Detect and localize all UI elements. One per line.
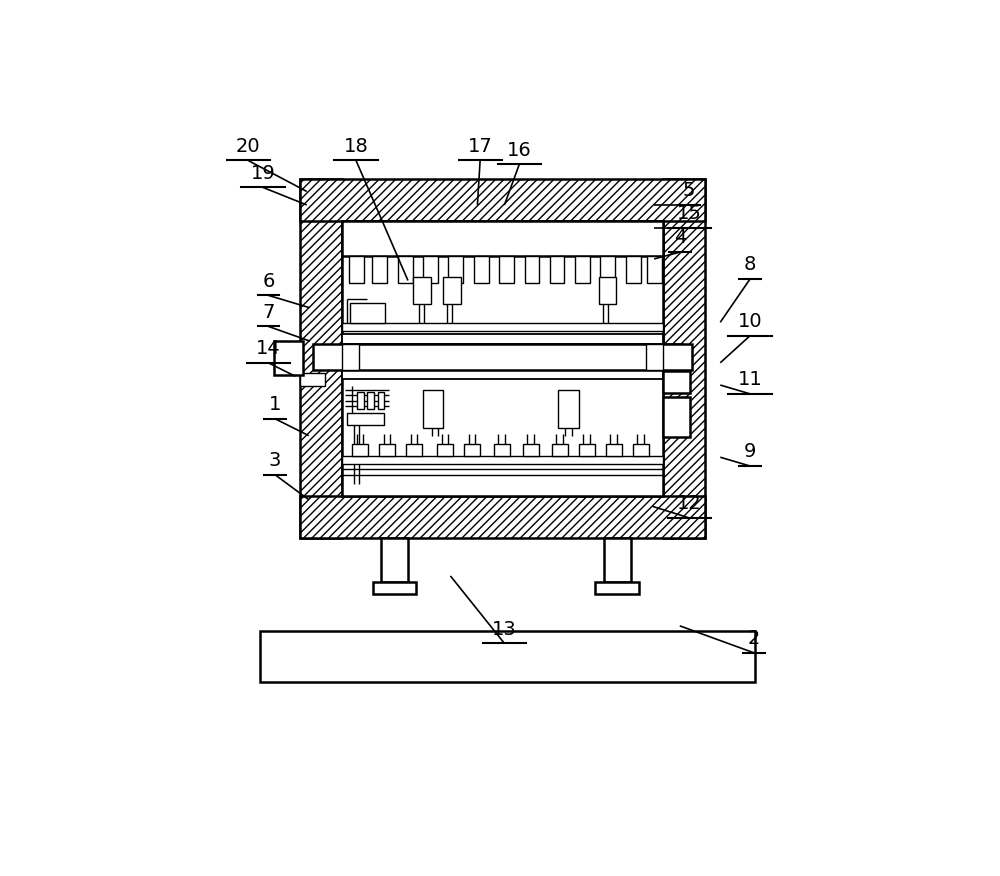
Bar xyxy=(423,256,438,283)
Bar xyxy=(379,444,395,456)
Bar xyxy=(423,391,443,427)
Bar xyxy=(342,456,663,464)
Bar xyxy=(300,180,705,221)
Text: 11: 11 xyxy=(738,370,762,389)
Bar xyxy=(558,391,579,427)
Bar xyxy=(406,444,422,456)
Bar xyxy=(378,392,384,409)
Bar xyxy=(448,256,463,283)
Bar xyxy=(357,392,364,409)
Bar xyxy=(599,277,616,304)
Bar xyxy=(347,413,384,425)
Text: 6: 6 xyxy=(262,272,275,291)
Bar xyxy=(633,444,649,456)
Bar xyxy=(349,256,364,283)
Bar xyxy=(342,370,663,379)
Text: 16: 16 xyxy=(507,141,532,159)
Bar xyxy=(579,444,595,456)
Text: 9: 9 xyxy=(744,442,756,462)
Bar xyxy=(352,444,368,456)
Bar xyxy=(494,444,510,456)
Bar xyxy=(313,344,692,370)
Text: 15: 15 xyxy=(677,204,702,223)
Bar xyxy=(646,344,663,370)
Bar xyxy=(342,221,663,497)
Bar xyxy=(550,256,564,283)
Bar xyxy=(342,221,663,256)
Bar xyxy=(413,277,431,304)
Text: 14: 14 xyxy=(256,339,281,358)
Bar xyxy=(474,256,489,283)
Text: 7: 7 xyxy=(262,302,275,321)
Bar xyxy=(525,256,539,283)
Bar xyxy=(663,397,690,437)
Text: 19: 19 xyxy=(251,164,275,183)
Bar xyxy=(443,277,461,304)
Bar xyxy=(604,538,631,582)
Bar xyxy=(350,303,385,323)
Bar xyxy=(300,180,342,538)
Bar xyxy=(398,256,413,283)
Bar xyxy=(552,444,568,456)
Bar xyxy=(464,444,480,456)
Bar xyxy=(600,256,615,283)
Bar xyxy=(300,497,705,538)
Text: 20: 20 xyxy=(236,137,260,156)
Bar xyxy=(381,538,408,582)
Text: 12: 12 xyxy=(677,494,702,513)
Text: 17: 17 xyxy=(468,137,492,156)
Bar xyxy=(372,256,387,283)
Text: 3: 3 xyxy=(269,451,281,470)
Bar xyxy=(626,256,641,283)
Bar xyxy=(663,371,690,393)
Bar xyxy=(367,392,374,409)
Bar xyxy=(437,444,453,456)
Text: 18: 18 xyxy=(344,137,368,156)
Bar xyxy=(342,323,663,331)
Bar xyxy=(300,373,325,386)
Text: 10: 10 xyxy=(738,312,762,331)
Bar xyxy=(663,180,705,538)
Bar xyxy=(373,582,416,594)
Bar xyxy=(342,344,359,370)
Bar xyxy=(523,444,539,456)
Bar xyxy=(342,335,663,344)
Bar xyxy=(499,256,514,283)
Text: 5: 5 xyxy=(683,181,695,201)
Text: 4: 4 xyxy=(674,229,686,247)
Text: 8: 8 xyxy=(744,256,756,274)
Bar xyxy=(260,632,755,682)
Text: 13: 13 xyxy=(492,619,517,639)
Bar xyxy=(595,582,639,594)
Bar xyxy=(274,342,303,375)
Text: 2: 2 xyxy=(748,629,760,648)
Bar xyxy=(606,444,622,456)
Bar xyxy=(647,256,662,283)
Text: 1: 1 xyxy=(269,395,281,414)
Bar xyxy=(663,344,682,370)
Bar xyxy=(575,256,590,283)
